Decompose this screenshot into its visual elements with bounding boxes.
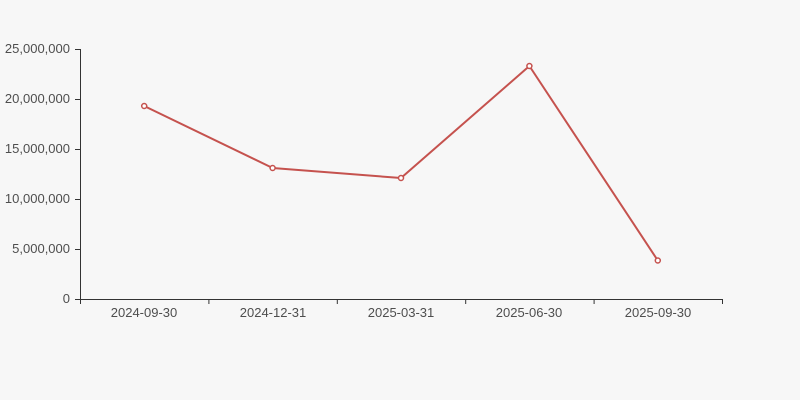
data-point-marker[interactable] <box>140 102 148 110</box>
y-axis-label: 20,000,000 <box>4 91 70 106</box>
x-axis-label: 2025-06-30 <box>495 305 563 320</box>
x-axis-label: 2025-03-31 <box>367 305 435 320</box>
x-axis-label: 2024-09-30 <box>110 305 178 320</box>
axes <box>75 49 723 304</box>
y-axis-label: 25,000,000 <box>4 41 70 56</box>
y-axis-label: 10,000,000 <box>4 191 70 206</box>
x-axis-label: 2024-12-31 <box>239 305 307 320</box>
data-point-marker[interactable] <box>526 62 533 70</box>
y-axis-label: 15,000,000 <box>4 141 70 156</box>
x-axis-label: 2025-09-30 <box>624 305 692 320</box>
series-line <box>143 65 659 262</box>
data-point-marker[interactable] <box>397 174 405 182</box>
y-axis-label: 0 <box>62 291 70 306</box>
data-point-marker[interactable] <box>654 257 662 264</box>
y-axis-label: 5,000,000 <box>12 241 70 256</box>
series-layer <box>140 62 662 264</box>
data-point-marker[interactable] <box>269 164 276 172</box>
